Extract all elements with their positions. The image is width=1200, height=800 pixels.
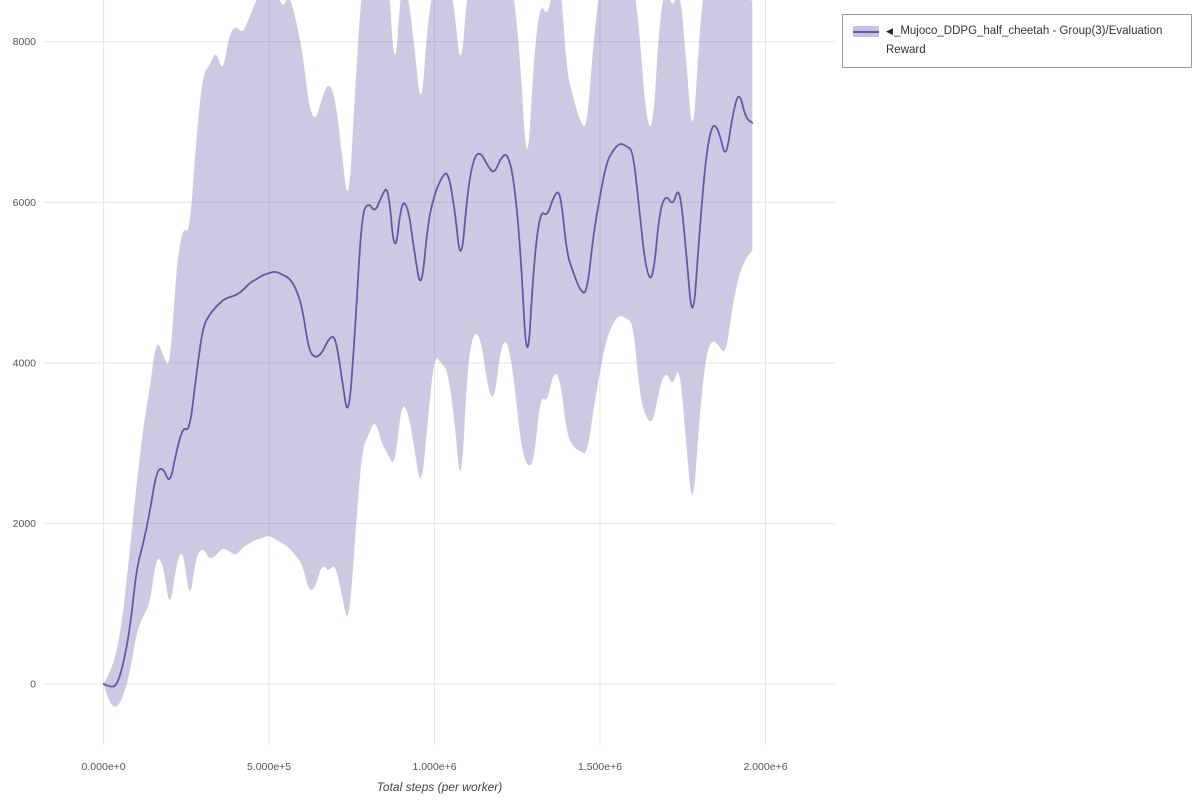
- legend-swatch-line: [853, 30, 879, 33]
- y-tick-label: 2000: [13, 518, 37, 530]
- y-tick-label: 4000: [13, 357, 37, 369]
- x-axis-title: Total steps (per worker): [376, 780, 503, 794]
- legend-label: ◀_Mujoco_DDPG_half_cheetah - Group(3)/Ev…: [886, 22, 1181, 60]
- y-tick-labels: 0 2000 4000 6000 8000: [13, 36, 37, 690]
- y-tick-label: 8000: [13, 36, 37, 48]
- confidence-band: [103, 0, 753, 707]
- legend[interactable]: ◀_Mujoco_DDPG_half_cheetah - Group(3)/Ev…: [842, 14, 1192, 68]
- legend-swatch: [853, 26, 879, 37]
- x-tick-label: 1.500e+6: [578, 761, 622, 773]
- x-tick-label: 5.000e+5: [247, 761, 291, 773]
- line-chart[interactable]: 0.000e+0 5.000e+5 1.000e+6 1.500e+6 2.000e+6…: [0, 0, 836, 800]
- y-tick-label: 6000: [13, 197, 37, 209]
- gridlines: [44, 0, 835, 745]
- legend-run-marker-icon: ◀: [886, 26, 893, 36]
- mean-line: [102, 95, 754, 688]
- x-tick-label: 0.000e+0: [82, 761, 126, 773]
- x-tick-label: 2.000e+6: [743, 761, 787, 773]
- x-tick-labels: 0.000e+0 5.000e+5 1.000e+6 1.500e+6 2.000e+6: [82, 761, 788, 773]
- y-tick-label: 0: [30, 679, 36, 691]
- legend-label-text: _Mujoco_DDPG_half_cheetah - Group(3)/Eva…: [886, 25, 1163, 56]
- x-tick-label: 1.000e+6: [412, 761, 456, 773]
